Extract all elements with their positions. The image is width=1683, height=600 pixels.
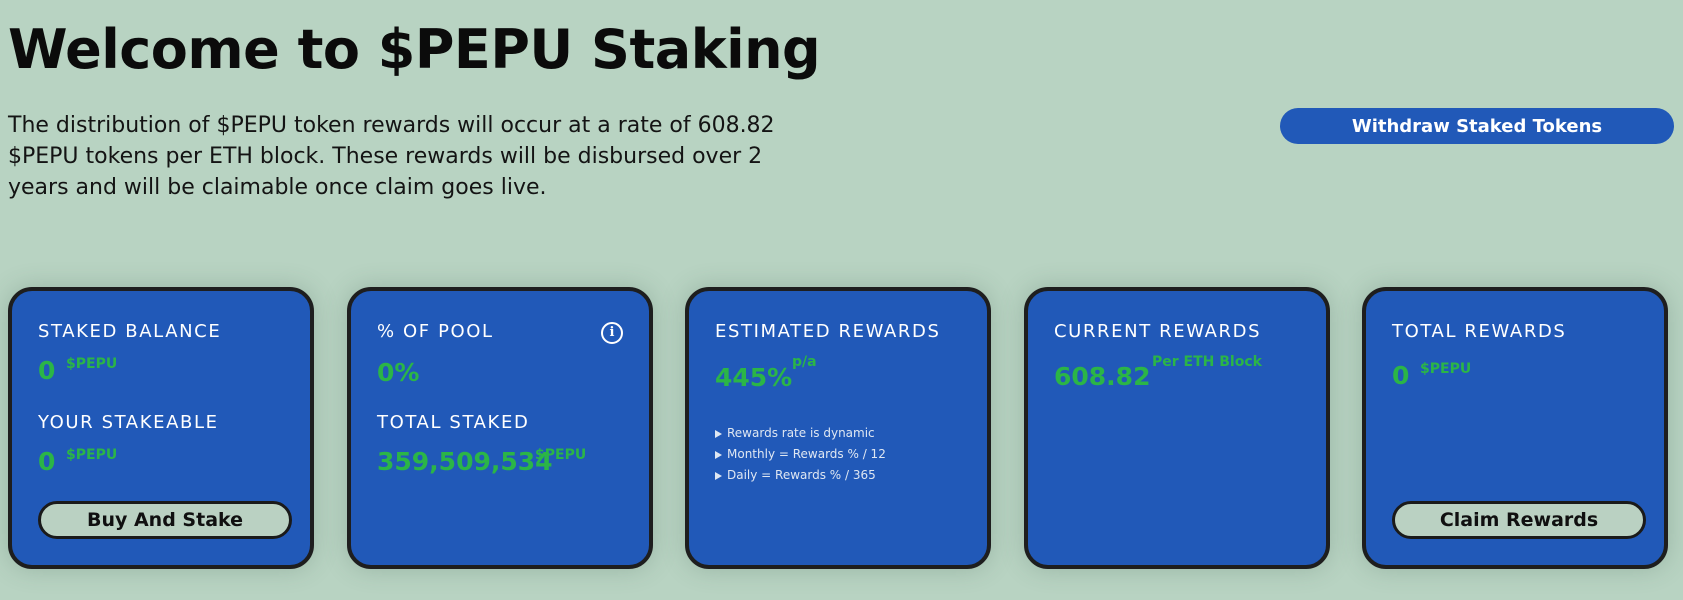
- current-rewards-value: 608.82: [1054, 362, 1151, 391]
- total-rewards-value: 0: [1392, 361, 1410, 390]
- staked-balance-unit: $PEPU: [66, 356, 118, 372]
- triangle-bullet-icon: [715, 450, 722, 459]
- total-staked-unit: $PEPU: [535, 447, 587, 463]
- total-rewards-card: TOTAL REWARDS 0 $PEPU Claim Rewards: [1362, 287, 1668, 569]
- page-title: Welcome to $PEPU Staking: [8, 18, 821, 81]
- stakeable-unit: $PEPU: [66, 447, 118, 463]
- pool-share-card: % OF POOL i 0% TOTAL STAKED 359,509,534 …: [347, 287, 653, 569]
- withdraw-staked-tokens-button[interactable]: Withdraw Staked Tokens: [1280, 108, 1674, 144]
- list-item: Monthly = Rewards % / 12: [715, 444, 886, 465]
- total-rewards-unit: $PEPU: [1420, 361, 1472, 377]
- rewards-notes: Rewards rate is dynamic Monthly = Reward…: [715, 423, 886, 486]
- triangle-bullet-icon: [715, 429, 722, 438]
- total-staked-value: 359,509,534: [377, 447, 553, 476]
- estimated-rewards-value: 445%: [715, 363, 793, 392]
- total-rewards-label: TOTAL REWARDS: [1392, 321, 1567, 342]
- list-item: Rewards rate is dynamic: [715, 423, 886, 444]
- claim-rewards-button[interactable]: Claim Rewards: [1392, 501, 1646, 539]
- buy-and-stake-button[interactable]: Buy And Stake: [38, 501, 292, 539]
- staked-balance-value: 0: [38, 356, 56, 385]
- estimated-rewards-card: ESTIMATED REWARDS 445% p/a Rewards rate …: [685, 287, 991, 569]
- list-item: Daily = Rewards % / 365: [715, 465, 886, 486]
- stakeable-label: YOUR STAKEABLE: [38, 412, 219, 433]
- triangle-bullet-icon: [715, 471, 722, 480]
- pool-share-label: % OF POOL: [377, 321, 494, 342]
- info-icon[interactable]: i: [601, 322, 623, 344]
- current-rewards-unit: Per ETH Block: [1152, 354, 1262, 370]
- pool-share-value: 0%: [377, 358, 420, 387]
- total-staked-label: TOTAL STAKED: [377, 412, 530, 433]
- stakeable-value: 0: [38, 447, 56, 476]
- estimated-rewards-label: ESTIMATED REWARDS: [715, 321, 941, 342]
- current-rewards-label: CURRENT REWARDS: [1054, 321, 1262, 342]
- staked-balance-card: STAKED BALANCE 0 $PEPU YOUR STAKEABLE 0 …: [8, 287, 314, 569]
- estimated-rewards-unit: p/a: [792, 354, 817, 370]
- staking-description: The distribution of $PEPU token rewards …: [8, 113, 775, 200]
- current-rewards-card: CURRENT REWARDS 608.82 Per ETH Block: [1024, 287, 1330, 569]
- staked-balance-label: STAKED BALANCE: [38, 321, 222, 342]
